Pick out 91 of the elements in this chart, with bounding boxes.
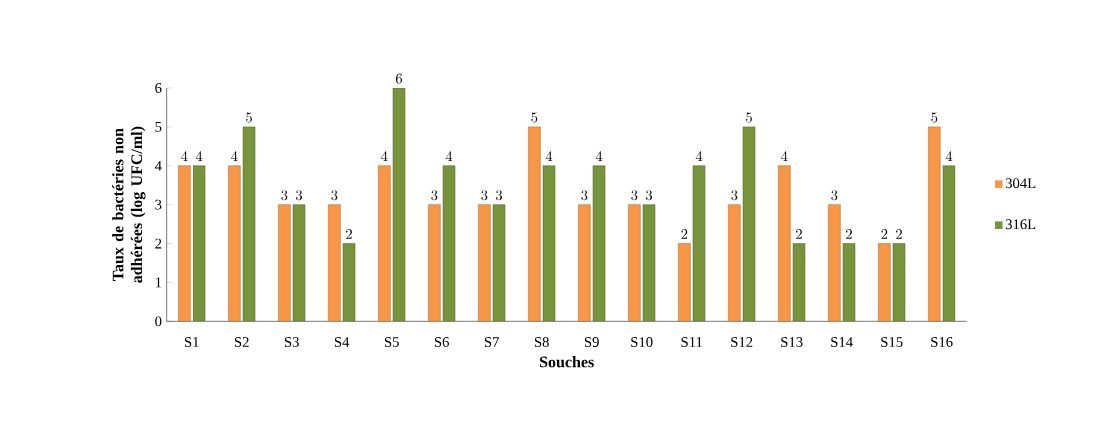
x-tick-label: S10 <box>631 337 653 347</box>
bar <box>842 243 856 322</box>
x-tick-label: S1 <box>184 337 199 347</box>
data-label: 4 <box>195 151 203 162</box>
x-axis-title: Souches <box>539 356 594 368</box>
data-label: 5 <box>746 112 752 123</box>
bar <box>628 204 641 322</box>
bar <box>892 243 906 322</box>
bar <box>728 204 741 322</box>
y-tick-label: 1 <box>155 277 162 288</box>
data-label: 4 <box>445 151 453 162</box>
x-tick-label: S13 <box>781 337 803 347</box>
data-label: 5 <box>246 112 252 123</box>
legend-label: 304L <box>1005 178 1036 189</box>
data-label: 2 <box>346 229 352 239</box>
bar <box>242 126 256 322</box>
x-tick-label: S6 <box>434 337 449 347</box>
bar <box>928 126 941 322</box>
data-label: 3 <box>581 190 588 201</box>
data-label: 5 <box>531 112 538 123</box>
data-label: 4 <box>231 151 238 162</box>
x-tick-label: S12 <box>731 337 753 347</box>
data-label: 4 <box>381 151 388 162</box>
x-tick-label: S16 <box>931 337 953 347</box>
y-tick-label: 3 <box>155 199 162 210</box>
y-tick-label: 6 <box>155 83 162 93</box>
data-label: 3 <box>295 190 303 201</box>
data-label: 4 <box>595 151 603 162</box>
data-label: 3 <box>281 190 288 201</box>
bar <box>442 165 456 322</box>
x-tick-label: S9 <box>584 337 599 347</box>
x-tick-label: S15 <box>881 337 903 347</box>
bar <box>692 165 706 322</box>
data-label: 4 <box>545 151 553 162</box>
data-label: 3 <box>645 190 653 201</box>
bar <box>228 165 241 322</box>
data-label: 2 <box>796 229 802 239</box>
data-label: 4 <box>781 151 788 162</box>
bar <box>192 165 206 322</box>
bar <box>292 204 306 322</box>
bar <box>428 204 441 322</box>
y-tick-label: 4 <box>154 160 162 171</box>
data-label: 2 <box>896 229 902 239</box>
bar <box>328 204 341 322</box>
data-label: 3 <box>431 190 438 201</box>
data-label: 5 <box>931 112 938 123</box>
bar <box>528 126 541 322</box>
y-tick-label: 2 <box>155 238 162 249</box>
bar <box>792 243 806 322</box>
data-label: 3 <box>331 190 338 201</box>
bar <box>942 165 956 322</box>
data-label: 3 <box>731 190 738 201</box>
data-label: 2 <box>846 229 852 239</box>
x-tick-label: S2 <box>234 337 249 347</box>
data-label: 3 <box>495 190 503 201</box>
bar <box>392 88 406 322</box>
x-tick-label: S11 <box>681 337 702 347</box>
bar <box>592 165 606 322</box>
data-label: 4 <box>695 151 703 162</box>
bar <box>878 243 891 322</box>
data-label: 4 <box>181 151 188 162</box>
data-label: 3 <box>481 190 488 201</box>
bar <box>178 165 191 322</box>
bar <box>378 165 391 322</box>
x-tick-label: S8 <box>534 337 549 347</box>
data-label: 6 <box>395 73 403 84</box>
bar <box>828 204 841 322</box>
y-tick-label: 5 <box>155 122 162 132</box>
legend-label: 316L <box>1005 219 1036 230</box>
data-label: 3 <box>831 190 838 201</box>
x-tick-label: S7 <box>484 337 499 347</box>
bar <box>778 165 791 322</box>
x-tick-label: S4 <box>334 337 350 347</box>
x-tick-label: S5 <box>384 337 399 347</box>
bar <box>742 126 756 322</box>
bar <box>278 204 291 322</box>
bar <box>578 204 591 322</box>
x-tick-label: S14 <box>831 337 853 347</box>
y-tick-label: 0 <box>155 316 162 327</box>
bar <box>342 243 356 322</box>
data-label: 2 <box>681 229 688 239</box>
data-label: 3 <box>631 190 638 201</box>
bar <box>542 165 556 322</box>
data-label: 4 <box>945 151 953 162</box>
bar <box>642 204 656 322</box>
y-axis-title: Taux de bactéries non adhérées (log UFC/ml) <box>112 126 146 283</box>
bar <box>492 204 506 322</box>
data-label: 2 <box>881 229 888 239</box>
bar <box>478 204 491 322</box>
x-tick-label: S3 <box>284 337 299 347</box>
bar <box>678 243 691 322</box>
